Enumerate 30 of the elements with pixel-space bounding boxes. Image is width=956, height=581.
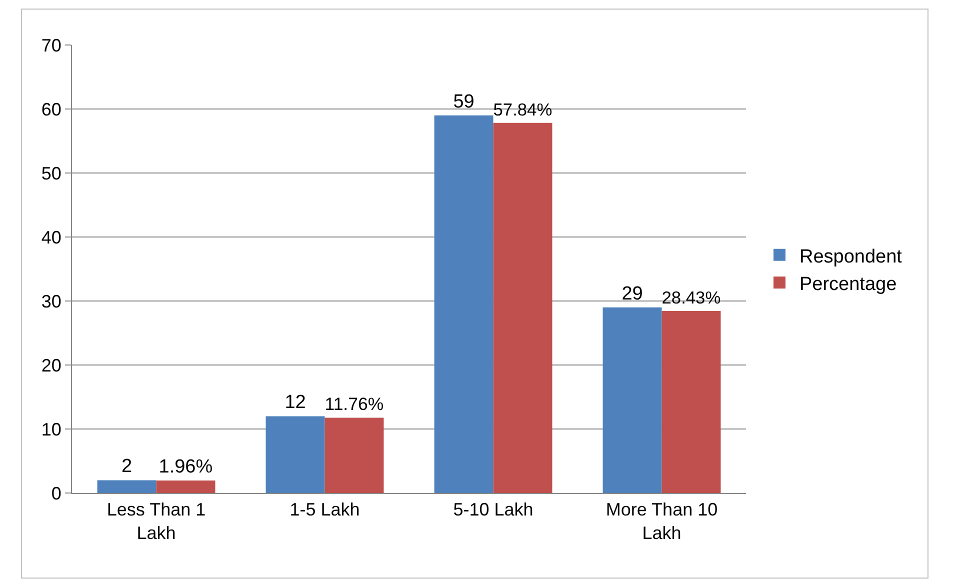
y-tick-label: 10 <box>41 419 62 440</box>
data-label: 29 <box>622 283 643 304</box>
data-label: 11.76% <box>324 394 384 414</box>
data-label: 57.84% <box>493 99 552 120</box>
x-tick-label: Less Than 1 Lakh <box>106 500 206 543</box>
legend-label: Percentage <box>799 274 897 295</box>
y-tick-label: 40 <box>41 227 62 248</box>
data-label: 12 <box>284 392 306 414</box>
y-tick-label: 20 <box>41 355 62 376</box>
bar <box>434 115 494 493</box>
x-tick-label: 1-5 Lakh <box>290 500 360 520</box>
bar <box>156 480 216 493</box>
legend-label: Respondent <box>799 246 903 268</box>
bar <box>97 480 156 493</box>
y-tick-label: 30 <box>41 291 62 312</box>
bar <box>662 311 721 493</box>
y-tick-label: 70 <box>41 35 62 56</box>
bar <box>266 416 325 493</box>
bar <box>324 418 384 493</box>
y-tick-label: 60 <box>41 99 62 120</box>
bar <box>493 122 552 493</box>
data-label: 2 <box>121 456 132 478</box>
y-tick-label: 50 <box>41 163 62 184</box>
data-label: 59 <box>453 91 474 112</box>
data-label: 1.96% <box>158 456 213 478</box>
x-tick-label: More Than 10 Lakh <box>606 500 718 543</box>
x-tick-label: 5-10 Lakh <box>453 500 534 520</box>
bar <box>602 307 662 493</box>
y-tick-label: 0 <box>51 483 62 504</box>
data-label: 28.43% <box>662 287 721 308</box>
